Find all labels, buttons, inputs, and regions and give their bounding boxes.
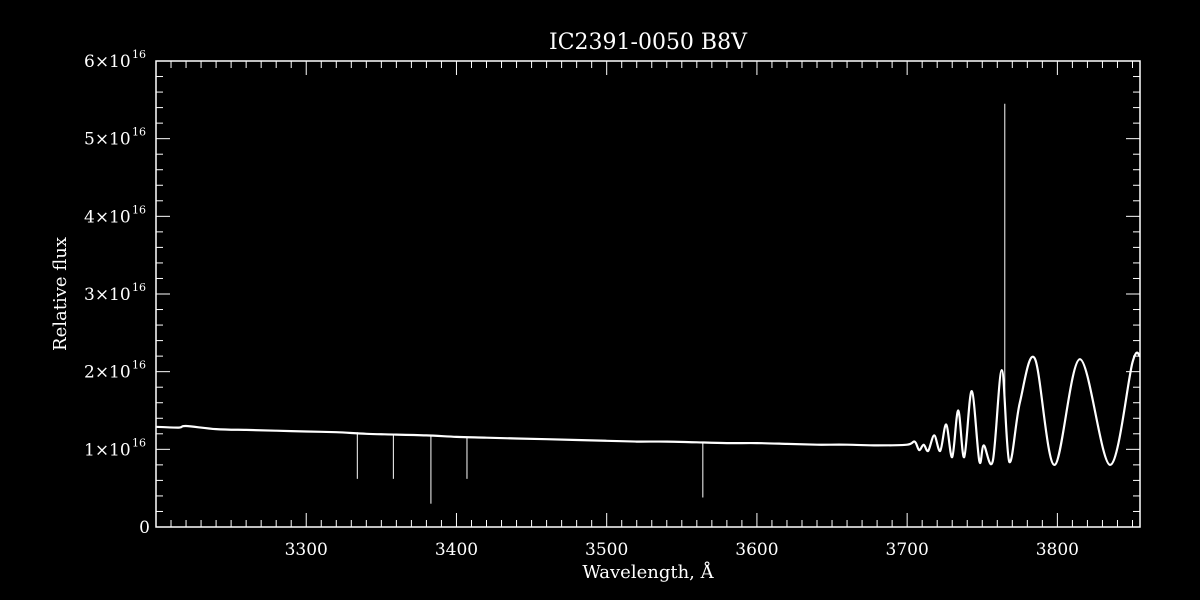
y-axis-label: Relative flux [50,237,71,351]
x-tick-label: 3400 [435,540,478,560]
y-tick-label: 5×10 [84,130,131,150]
spectrum-line [155,351,1142,467]
y-tick-label: 0 [139,518,150,538]
x-tick-labels: 3300 3400 3500 3600 3700 3800 [285,540,1079,560]
x-tick-label: 3600 [735,540,778,560]
x-tick-label: 3300 [285,540,328,560]
y-tick-label: 4×10 [84,207,131,227]
axis-ticks [156,61,1140,527]
x-tick-label: 3500 [585,540,628,560]
y-tick-label: 1×10 [84,440,131,460]
y-tick-labels: 01×10 162×10 163×10 164×10 165×10 166×10 16 [84,48,150,538]
spectrum-series [155,103,1142,504]
y-tick-label: 2×10 [84,363,131,383]
y-tick-exponent: 16 [132,48,146,61]
y-tick-label: 6×10 [84,52,131,72]
y-tick-exponent: 16 [132,126,146,139]
y-tick-exponent: 16 [132,281,146,294]
y-tick-exponent: 16 [132,359,146,372]
y-tick-exponent: 16 [132,203,146,216]
y-tick-exponent: 16 [132,436,146,449]
chart-title: IC2391-0050 B8V [549,30,748,55]
x-tick-label: 3800 [1036,540,1079,560]
y-tick-label: 3×10 [84,285,131,305]
x-tick-label: 3700 [886,540,929,560]
x-axis-label: Wavelength, Å [582,561,714,583]
